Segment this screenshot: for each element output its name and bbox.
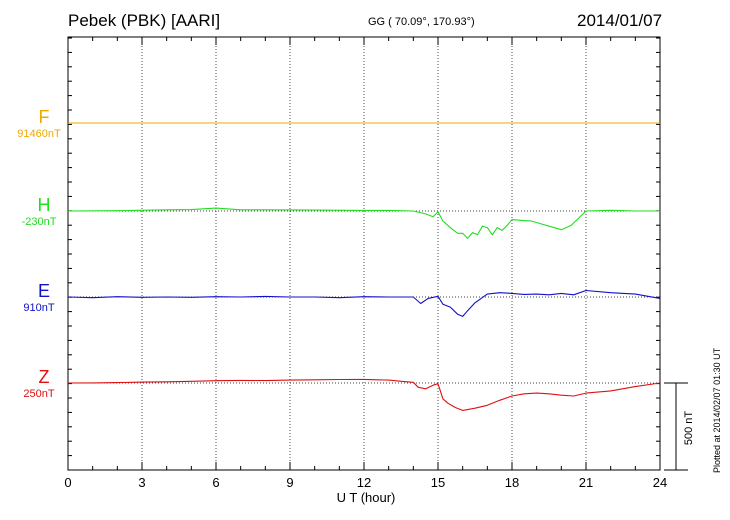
- series-lines: [67, 122, 661, 411]
- baseline-label-z: 250nT: [23, 388, 55, 400]
- x-tick-label: 24: [653, 475, 667, 490]
- component-label-z: Z: [38, 367, 50, 387]
- x-tick-labels: 0 3 6 9 12 15 18 21 24: [64, 475, 667, 490]
- date-label: 2014/01/07: [577, 11, 663, 30]
- x-tick-label: 21: [579, 475, 593, 490]
- x-tick-label: 0: [64, 475, 71, 490]
- axis-ticks: [67, 37, 661, 471]
- station-title: Pebek (PBK) [AARI]: [68, 11, 221, 30]
- baseline-label-h: -230nT: [21, 216, 57, 228]
- component-label-f: F: [38, 107, 50, 127]
- component-label-h: H: [37, 195, 51, 215]
- series-line-z: [67, 378, 661, 411]
- scale-bar-label: 500 nT: [683, 411, 695, 446]
- grid-lines: [141, 37, 587, 470]
- x-axis-label: U T (hour): [337, 490, 396, 505]
- plotted-at-note: Plotted at 2014/02/07 01:30 UT: [712, 347, 722, 473]
- scale-bar: [664, 382, 688, 471]
- component-label-e: E: [37, 281, 50, 301]
- series-line-h: [67, 207, 660, 239]
- geographic-coordinates: GG ( 70.09°, 170.93°): [368, 16, 475, 28]
- series-line-e: [67, 289, 661, 317]
- x-tick-label: 3: [138, 475, 145, 490]
- baseline-label-e: 910nT: [23, 302, 55, 314]
- x-tick-label: 6: [212, 475, 219, 490]
- x-tick-label: 9: [286, 475, 293, 490]
- x-tick-label: 12: [357, 475, 371, 490]
- x-tick-label: 18: [505, 475, 519, 490]
- x-tick-label: 15: [431, 475, 445, 490]
- baseline-label-f: 91460nT: [17, 128, 61, 140]
